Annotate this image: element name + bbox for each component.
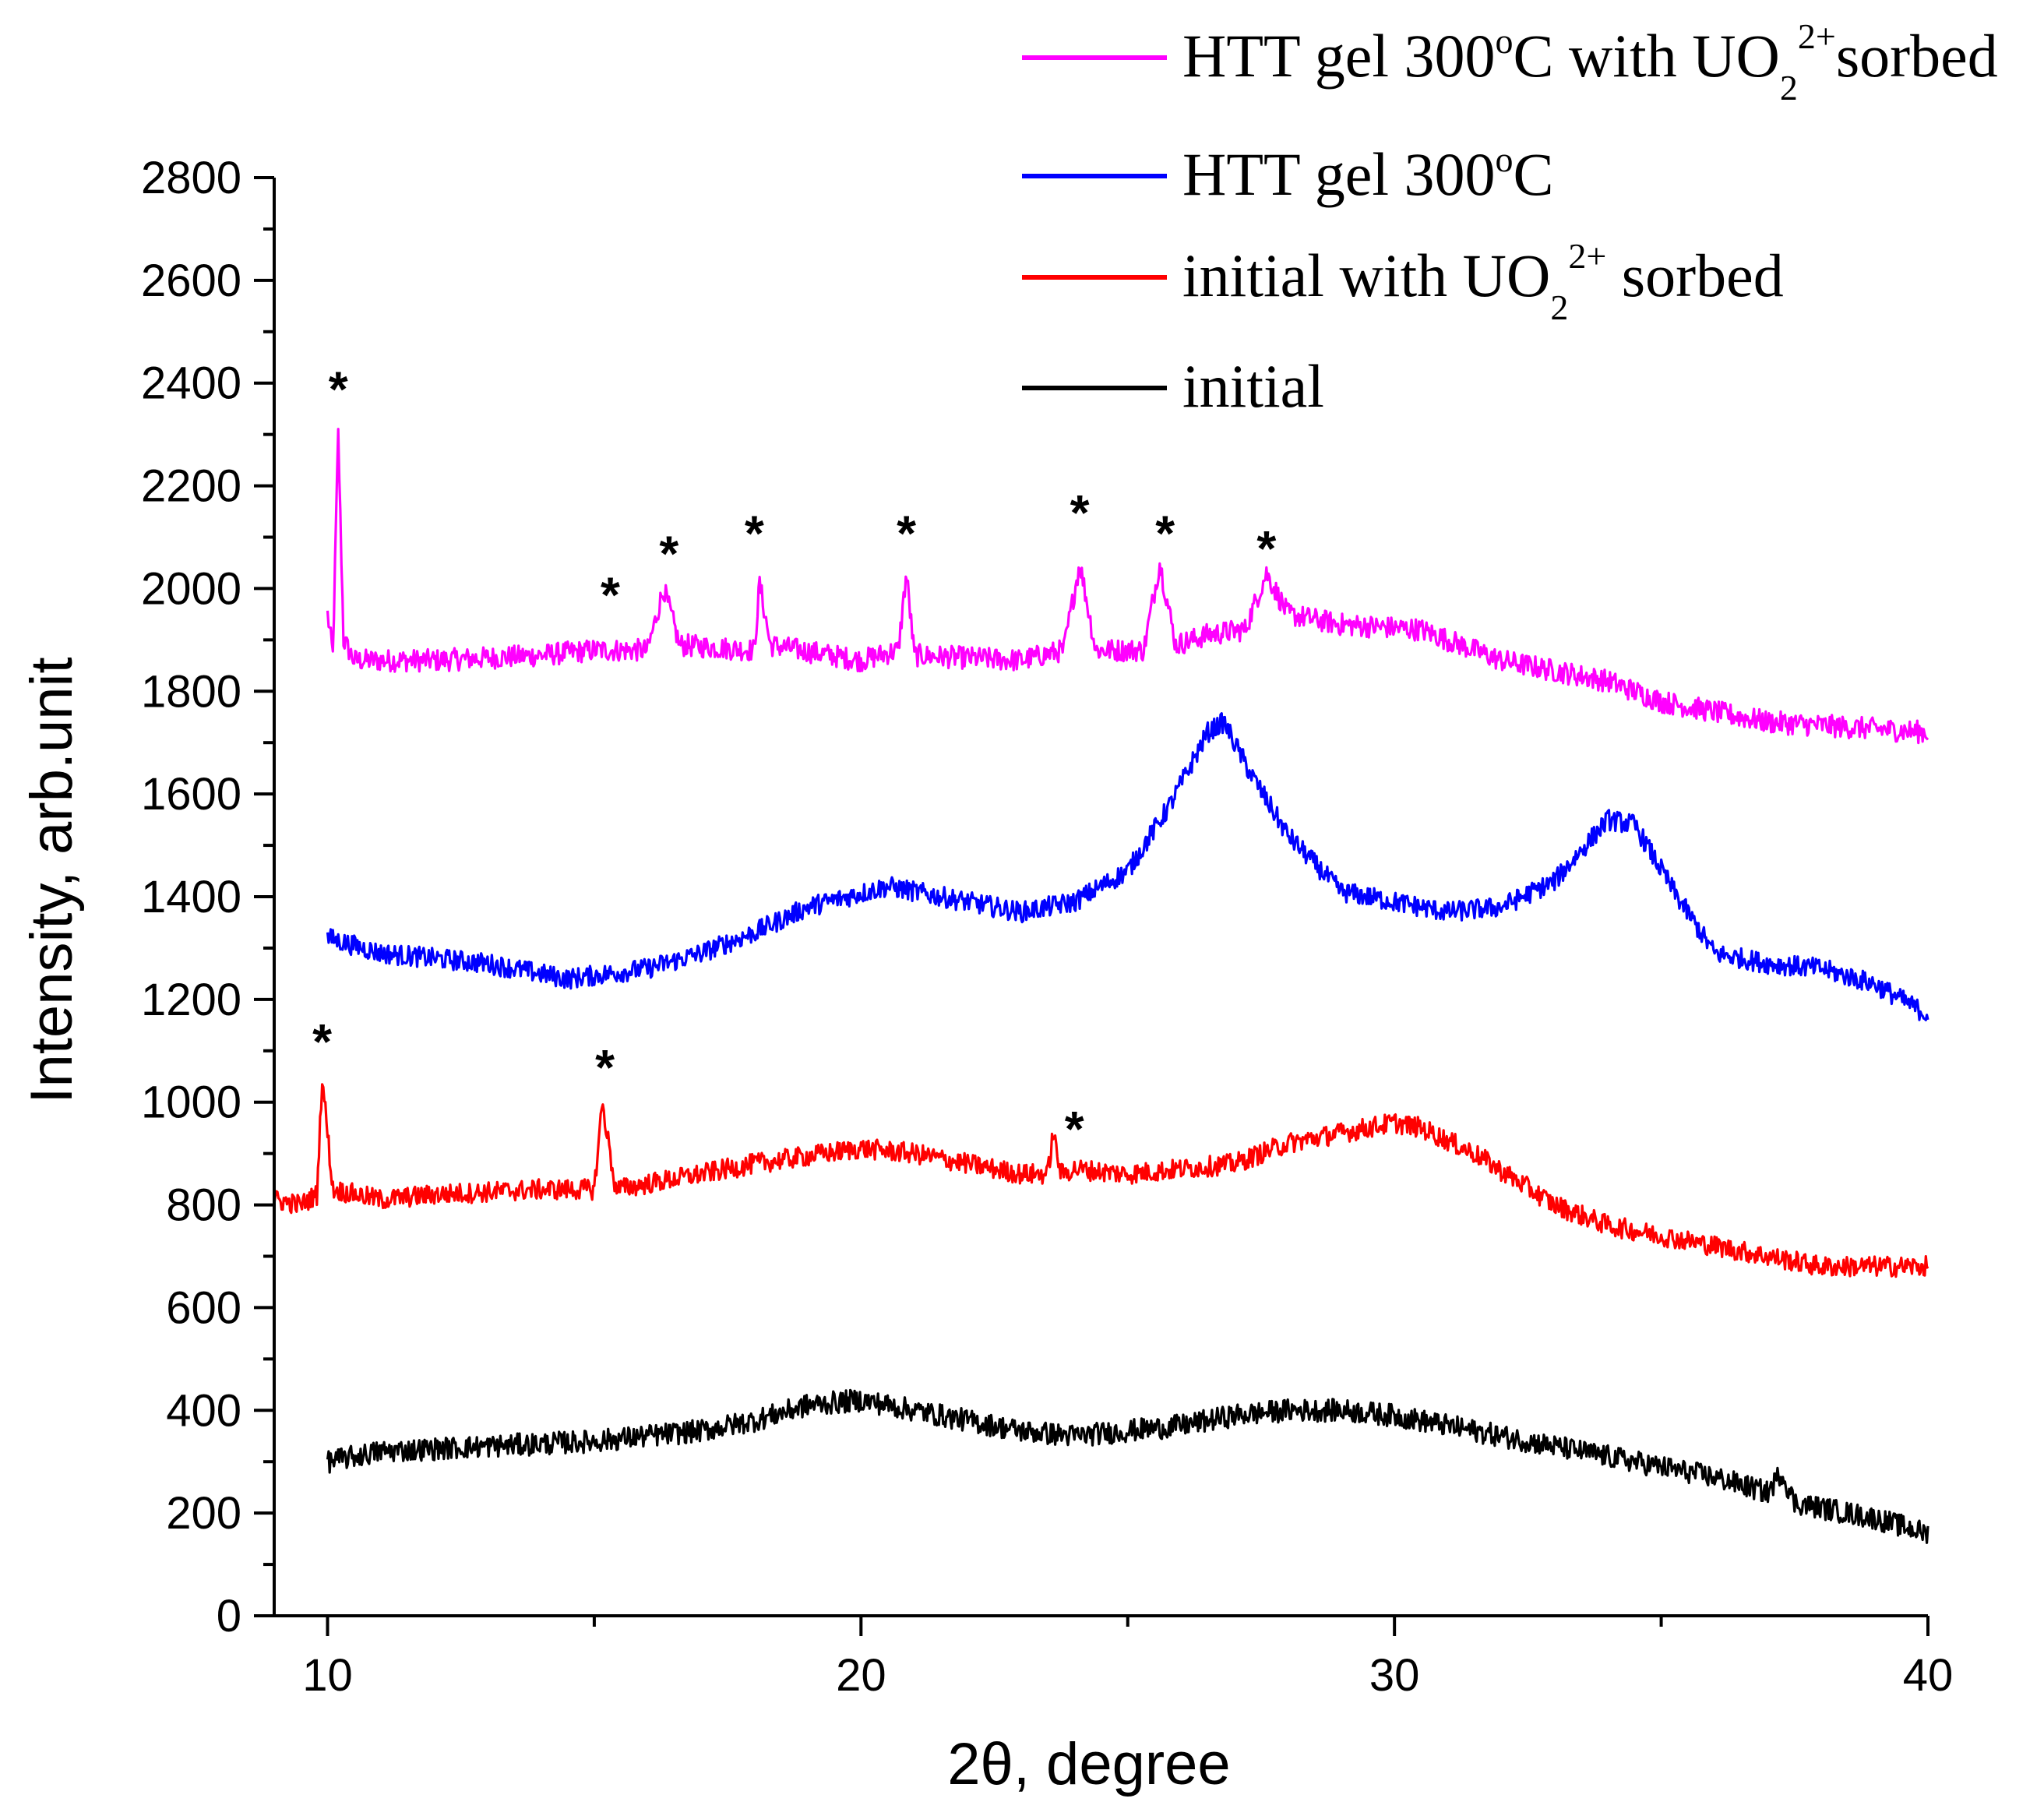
- peak-marker: *: [595, 1039, 615, 1095]
- y-tick-label: 800: [166, 1180, 241, 1231]
- x-tick-label: 20: [836, 1650, 886, 1701]
- legend-label-part: 2+: [1568, 236, 1606, 276]
- legend-label-part: 2+: [1798, 16, 1836, 56]
- peak-marker: *: [745, 505, 764, 561]
- y-tick-label: 1200: [141, 975, 241, 1025]
- series-line-0: [326, 428, 1929, 745]
- x-tick-label: 40: [1903, 1650, 1954, 1701]
- legend-label-part: sorbed: [1836, 22, 1998, 90]
- peak-marker: *: [312, 1014, 332, 1070]
- legend-label-part: initial with UO: [1182, 242, 1550, 309]
- y-axis-title: Intensity, arb.unit: [19, 657, 85, 1103]
- legend-label: HTT gel 300oC: [1182, 139, 1554, 208]
- y-tick-label: 1800: [141, 666, 241, 717]
- legend-label-part: 2: [1550, 287, 1568, 327]
- legend-label: initial with UO22+ sorbed: [1182, 236, 1784, 327]
- peak-marker: *: [1155, 505, 1175, 561]
- peak-marker: *: [329, 361, 348, 418]
- peak-marker: *: [897, 505, 916, 561]
- legend-label-part: C with UO: [1514, 22, 1780, 90]
- legend-label-part: HTT gel 300: [1182, 22, 1496, 90]
- y-tick-label: 2800: [141, 153, 241, 203]
- peak-marker-layer: * * * * * * * * * * *: [312, 361, 1276, 1157]
- y-tick-label: 200: [166, 1488, 241, 1539]
- series-line-3: [326, 1388, 1929, 1544]
- series-layer: [273, 428, 1929, 1544]
- x-tick-label: 30: [1369, 1650, 1420, 1701]
- legend-label-part: 2: [1780, 68, 1798, 108]
- legend-label-part: C: [1514, 140, 1554, 208]
- peak-marker: *: [1070, 485, 1090, 541]
- y-tick-label: 2000: [141, 563, 241, 614]
- tick-labels: 0200400600800100012001400160018002000220…: [141, 153, 1953, 1701]
- y-tick-label: 1400: [141, 872, 241, 922]
- peak-marker: *: [1065, 1101, 1084, 1157]
- axes: [254, 176, 1929, 1636]
- y-tick-label: 2600: [141, 256, 241, 306]
- legend-label-part: HTT gel 300: [1182, 140, 1496, 208]
- legend-label-part: sorbed: [1606, 242, 1783, 309]
- peak-marker: *: [1256, 520, 1276, 577]
- x-tick-label: 10: [302, 1650, 353, 1701]
- series-line-2: [273, 1083, 1929, 1278]
- legend-label-part: o: [1496, 21, 1514, 61]
- series-line-1: [326, 712, 1929, 1021]
- y-tick-label: 2400: [141, 358, 241, 409]
- legend-label: HTT gel 300oC with UO22+sorbed: [1182, 16, 1998, 108]
- legend-label: initial: [1182, 352, 1324, 420]
- y-tick-label: 1600: [141, 769, 241, 820]
- y-tick-label: 1000: [141, 1077, 241, 1128]
- legend-label-part: o: [1496, 139, 1514, 179]
- y-tick-label: 2200: [141, 461, 241, 512]
- legend-label-part: initial: [1182, 352, 1324, 420]
- y-tick-label: 400: [166, 1385, 241, 1436]
- x-axis-title: 2θ, degree: [947, 1731, 1230, 1797]
- y-tick-label: 600: [166, 1282, 241, 1333]
- peak-marker: *: [601, 566, 620, 622]
- y-tick-label: 0: [217, 1591, 241, 1642]
- peak-marker: *: [659, 526, 678, 582]
